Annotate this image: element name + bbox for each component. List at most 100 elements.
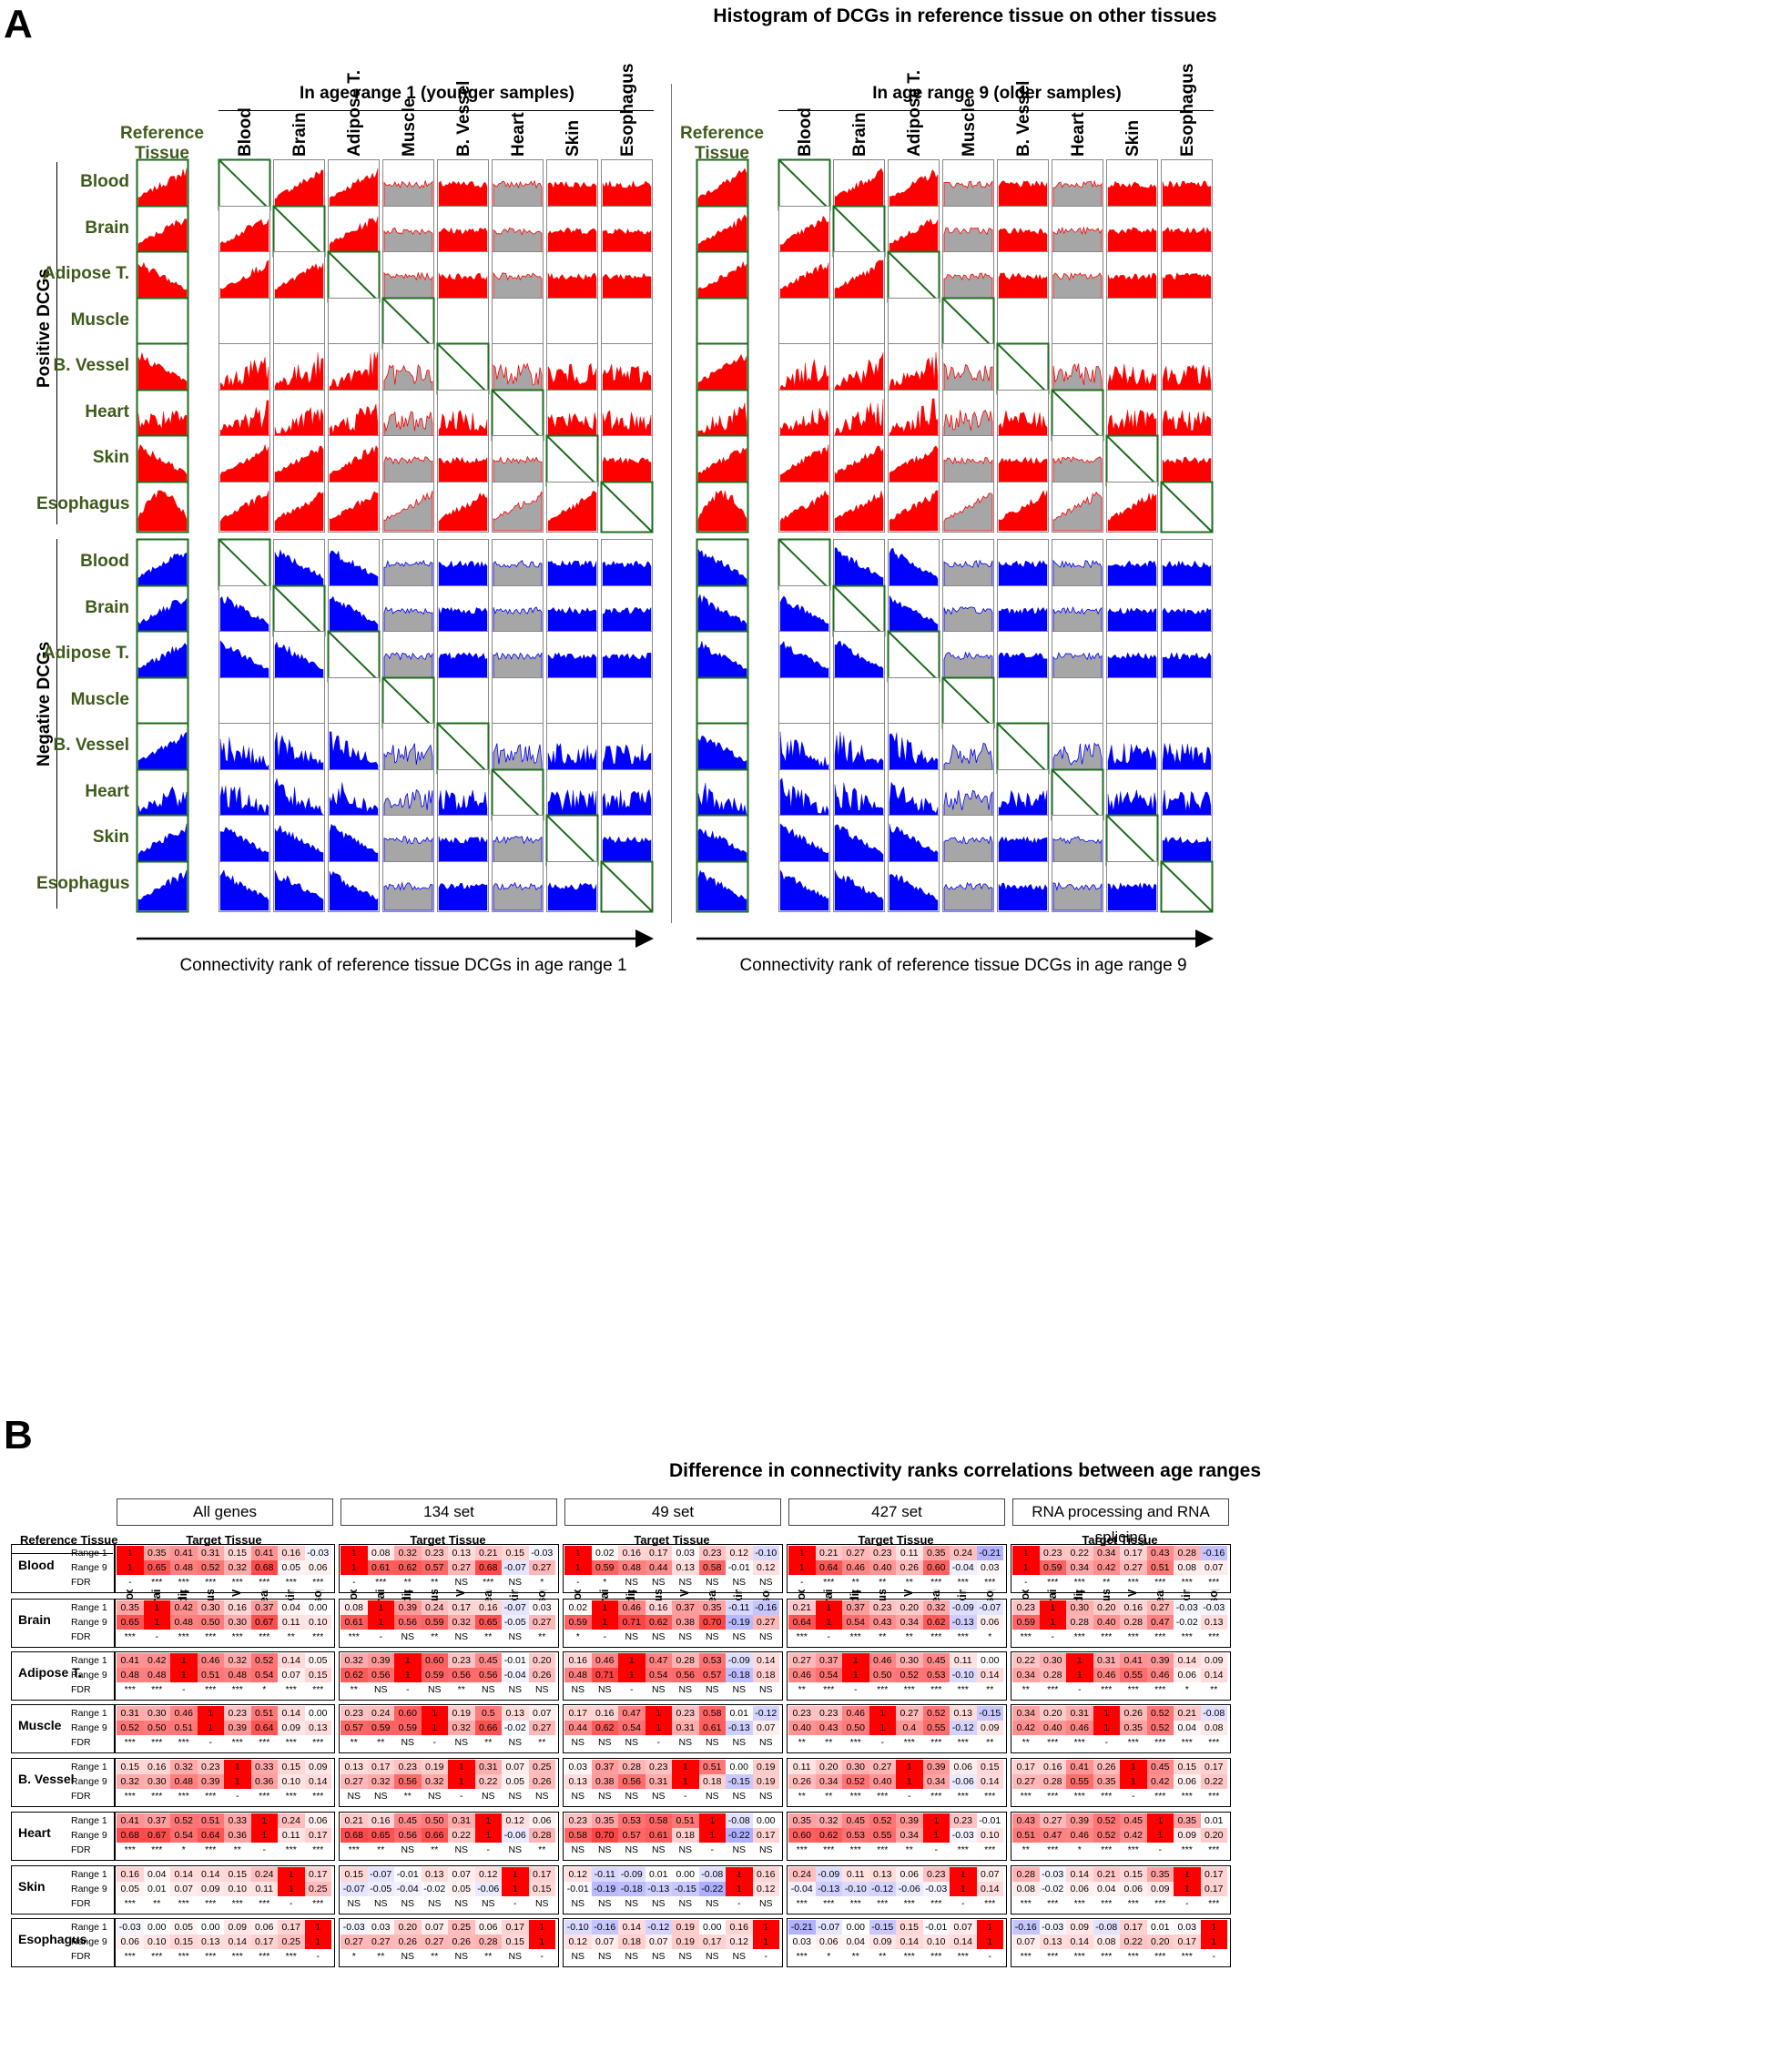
- row-label-bvessel: B. Vessel: [53, 356, 129, 375]
- column-header-muscle: Muscle: [960, 97, 979, 157]
- histogram-cell: [136, 434, 189, 487]
- histogram-cell: [833, 815, 885, 866]
- diagonal-line: [833, 206, 885, 257]
- histogram-cell: [1106, 206, 1158, 257]
- diagonal-line: [273, 585, 325, 636]
- histogram-cell: [997, 298, 1049, 349]
- histogram-bars: [383, 456, 433, 485]
- row-block-frame: [115, 1918, 335, 1967]
- row-name: Heart: [18, 1825, 51, 1840]
- table-cell: NS: [591, 1896, 618, 1911]
- table-cell: 0.50: [143, 1721, 170, 1735]
- table-cell: -: [698, 1843, 726, 1857]
- table-cell: 0.18: [672, 1828, 699, 1843]
- row-block-frame: [1011, 1812, 1231, 1861]
- table-cell: 0.09: [304, 1760, 331, 1774]
- table-cell: NS: [645, 1843, 672, 1857]
- histogram-cell: [382, 390, 434, 441]
- table-cell: 0.12: [502, 1813, 529, 1828]
- histogram-bars: [137, 168, 188, 209]
- histogram-bars: [219, 400, 269, 440]
- histogram-cell: [1106, 769, 1158, 820]
- table-cell: 0.60: [394, 1706, 422, 1721]
- table-cell: 0.14: [224, 1935, 251, 1949]
- table-cell: NS: [726, 1630, 753, 1644]
- table-cell: ***: [170, 1896, 198, 1911]
- table-cell: 0.30: [224, 1615, 251, 1630]
- table-cell: **: [394, 1575, 422, 1590]
- table-cell: -0.02: [502, 1721, 529, 1735]
- row-block-frame: [787, 1812, 1007, 1861]
- histogram-bars: [1162, 789, 1212, 819]
- cell-frame: [888, 298, 940, 349]
- table-cell: NS: [752, 1735, 779, 1750]
- table-cell: ***: [117, 1735, 144, 1750]
- histogram-cell: [778, 769, 830, 820]
- histogram-cell: [546, 206, 598, 257]
- histogram-bars: [329, 216, 379, 256]
- histogram-cell: [778, 251, 830, 302]
- row-block-frame: [1011, 1704, 1231, 1753]
- histogram-cell: [328, 677, 380, 728]
- table-cell: 1: [752, 1920, 779, 1935]
- table-cell: 0.06: [250, 1920, 278, 1935]
- histogram-cell: [273, 390, 325, 441]
- histogram-cell: [941, 676, 995, 729]
- table-cell: NS: [752, 1843, 779, 1857]
- table-cell: ***: [197, 1682, 224, 1697]
- histogram-bars: [137, 352, 188, 393]
- histogram-bars: [274, 445, 324, 485]
- cell-frame: [328, 298, 380, 349]
- table-cell: 0.48: [170, 1615, 198, 1630]
- row-block-frame: [563, 1599, 783, 1648]
- table-cell: NS: [698, 1896, 726, 1911]
- table-cell: **: [421, 1575, 448, 1590]
- table-cell: NS: [645, 1575, 672, 1590]
- table-cell: -0.07: [502, 1560, 529, 1575]
- histogram-cell: [437, 159, 489, 210]
- table-cell: 0.24: [421, 1600, 448, 1615]
- table-cell: 0.52: [117, 1721, 144, 1735]
- histogram-cell: [1106, 539, 1158, 590]
- row-label-esophagus: Esophagus: [36, 874, 130, 893]
- histogram-bars: [383, 606, 433, 635]
- column-header-blood: Blood: [236, 107, 255, 157]
- histogram-cell: [601, 539, 653, 590]
- table-cell: 1: [421, 1706, 448, 1721]
- histogram-cell: [833, 251, 885, 302]
- histogram-bars: [943, 272, 993, 301]
- table-cell: NS: [726, 1575, 753, 1590]
- table-cell: NS: [367, 1682, 394, 1697]
- histogram-cell: [546, 390, 598, 441]
- histogram-cell: [1161, 815, 1213, 866]
- table-cell: -0.04: [394, 1882, 422, 1896]
- row-block-frame: [787, 1544, 1007, 1593]
- table-cell: 0.41: [170, 1546, 198, 1560]
- table-cell: 0.00: [698, 1920, 726, 1935]
- table-cell: 1: [143, 1600, 170, 1615]
- table-cell: 0.48: [170, 1560, 198, 1575]
- table-cell: 1: [367, 1615, 394, 1630]
- histogram-cell: [601, 435, 653, 486]
- row-block-frame: [339, 1918, 559, 1967]
- histogram-cell: [1161, 539, 1213, 590]
- table-cell: NS: [672, 1630, 699, 1644]
- histogram-cell: [778, 482, 830, 533]
- histogram-cell: [833, 390, 885, 441]
- histogram-cell: [1106, 390, 1158, 441]
- histogram-cell: [1052, 251, 1103, 302]
- histogram-cell: [601, 631, 653, 682]
- histogram-cell: [136, 860, 189, 913]
- histogram-cell: [997, 435, 1049, 486]
- histogram-bars: [137, 490, 188, 532]
- table-cell: 1: [304, 1935, 331, 1949]
- histogram-cell: [778, 390, 830, 441]
- table-cell: 0.71: [618, 1615, 645, 1630]
- table-cell: 0.30: [143, 1706, 170, 1721]
- table-cell: 0.70: [698, 1615, 726, 1630]
- table-cell: 1: [224, 1760, 251, 1774]
- histogram-cell: [888, 435, 940, 486]
- diagonal-line: [601, 482, 653, 533]
- histogram-bars: [697, 214, 747, 256]
